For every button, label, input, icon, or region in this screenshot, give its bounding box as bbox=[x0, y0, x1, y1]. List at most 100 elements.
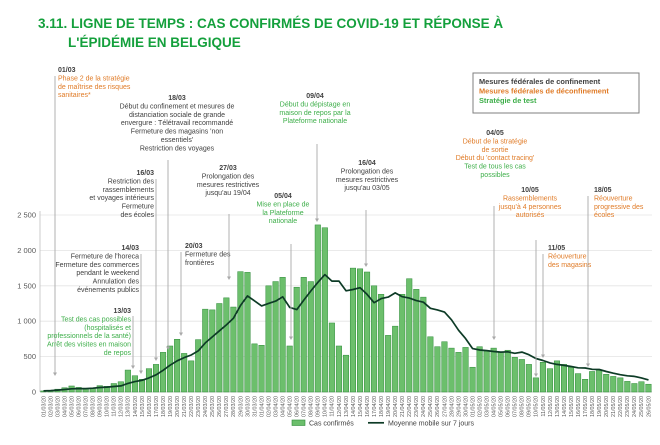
arrow-down-icon bbox=[289, 336, 293, 340]
annotation-text-line: la Plateforme bbox=[262, 210, 303, 217]
x-tick-label: 19/05/20 bbox=[597, 396, 603, 417]
x-tick-label: 17/04/20 bbox=[372, 396, 378, 417]
x-tick-label: 28/04/20 bbox=[449, 396, 455, 417]
annotation-text-line: frontières bbox=[185, 260, 215, 267]
x-tick-label: 05/04/20 bbox=[288, 396, 294, 417]
annotation-text-line: essentiels' bbox=[161, 137, 193, 144]
x-tick-label: 09/05/20 bbox=[527, 396, 533, 417]
x-tick-label: 24/03/20 bbox=[203, 396, 209, 417]
annotation-text-line: Restriction des bbox=[108, 178, 155, 185]
annotation-09-04: 09/04 Début du dépistage en maison de repo… bbox=[279, 93, 351, 222]
x-tick-label: 07/03/20 bbox=[84, 396, 90, 417]
x-tick-label: 27/04/20 bbox=[442, 396, 448, 417]
x-tick-label: 18/03/20 bbox=[161, 396, 167, 417]
x-tick-label: 04/03/20 bbox=[62, 396, 68, 417]
bar bbox=[504, 349, 511, 393]
x-tick-label: 14/04/20 bbox=[351, 396, 357, 417]
x-tick-label: 12/05/20 bbox=[548, 396, 554, 417]
x-tick-label: 06/05/20 bbox=[506, 396, 512, 417]
moving-average-line bbox=[43, 273, 649, 392]
annotation-text-line: Restriction des voyages bbox=[140, 145, 215, 152]
arrow-down-icon bbox=[541, 354, 545, 358]
bar bbox=[427, 336, 434, 393]
x-tick-label: 22/03/20 bbox=[189, 396, 195, 417]
annotation-11-05: 11/05 Réouverture des magasins bbox=[541, 245, 592, 358]
annotation-text-line: Annulation des bbox=[93, 279, 140, 286]
bar bbox=[638, 381, 645, 393]
measures-legend-item: Stratégie de test bbox=[479, 96, 537, 105]
bar bbox=[258, 345, 265, 393]
bar bbox=[589, 371, 596, 393]
x-tick-label: 20/05/20 bbox=[604, 396, 610, 417]
x-tick-label: 23/03/20 bbox=[196, 396, 202, 417]
annotation-text-line: de repos bbox=[104, 350, 132, 357]
annotation-text: 05/04 Mise en place de la Plateforme nation… bbox=[257, 193, 310, 225]
bar bbox=[518, 359, 525, 393]
annotation-text-line: Fermeture des bbox=[185, 251, 231, 258]
annotation-text-line: envergure : Télétravail recommandé bbox=[121, 120, 233, 127]
arrow-down-icon bbox=[534, 373, 538, 377]
arrow-down-icon bbox=[227, 276, 231, 280]
page-title-line1: 3.11. LIGNE DE TEMPS : CAS CONFIRMÉS DE … bbox=[38, 16, 504, 32]
annotation-text-line: Mise en place de bbox=[257, 201, 310, 208]
annotation-date: 05/04 bbox=[274, 193, 292, 200]
x-tick-label: 12/04/20 bbox=[337, 396, 343, 417]
bar bbox=[188, 360, 195, 393]
annotation-text-line: distanciation sociale de grande bbox=[129, 112, 225, 119]
annotation-text-line: des écoles bbox=[121, 212, 155, 219]
annotation-text-line: Rassemblements bbox=[503, 195, 558, 202]
annotation-text: 16/04 Prolongation des mesures restrictive… bbox=[336, 160, 399, 192]
bar bbox=[546, 368, 553, 393]
annotation-text-line: jusqu'au 19/04 bbox=[204, 190, 250, 197]
x-tick-label: 18/04/20 bbox=[379, 396, 385, 417]
annotation-13-03: 13/03 Test des cas possibles (hospitalisés… bbox=[47, 308, 135, 369]
arrow-down-icon bbox=[166, 346, 170, 350]
bar bbox=[476, 346, 483, 393]
bar bbox=[385, 335, 392, 393]
annotation-text-line: progressive des bbox=[594, 204, 644, 211]
annotation-text-line: Début du 'contact tracing' bbox=[456, 155, 535, 162]
x-tick-label: 08/03/20 bbox=[91, 396, 97, 417]
annotation-text-line: événements publics bbox=[77, 287, 139, 294]
bar bbox=[272, 281, 279, 393]
bar bbox=[244, 272, 251, 393]
bar bbox=[293, 286, 300, 393]
annotation-text-line: Plateforme nationale bbox=[283, 118, 347, 125]
bar bbox=[153, 364, 160, 393]
bar bbox=[448, 347, 455, 393]
annotation-text-line: Début de la stratégie bbox=[463, 138, 528, 145]
x-tick-label: 08/05/20 bbox=[520, 396, 526, 417]
annotation-date: 20/03 bbox=[185, 243, 203, 250]
x-tick-label: 02/03/20 bbox=[48, 396, 54, 417]
y-tick-label: 500 bbox=[23, 352, 36, 361]
bar-series-swatch bbox=[291, 419, 306, 426]
bar bbox=[195, 339, 202, 393]
x-tick-label: 05/03/20 bbox=[69, 396, 75, 417]
annotation-text-line: (hospitalisés et bbox=[84, 325, 131, 332]
x-tick-label: 08/04/20 bbox=[309, 396, 315, 417]
x-tick-label: 29/03/20 bbox=[238, 396, 244, 417]
x-tick-label: 15/04/20 bbox=[358, 396, 364, 417]
x-tick-label: 15/05/20 bbox=[569, 396, 575, 417]
measures-legend-box bbox=[472, 72, 640, 114]
x-tick-label: 26/04/20 bbox=[435, 396, 441, 417]
bar bbox=[167, 345, 174, 393]
bar bbox=[223, 297, 230, 393]
x-tick-label: 13/03/20 bbox=[126, 396, 132, 417]
arrow-down-icon bbox=[53, 372, 57, 376]
x-tick-label: 29/04/20 bbox=[456, 396, 462, 417]
annotation-text: 09/04 Début du dépistage en maison de repo… bbox=[279, 93, 350, 125]
x-tick-label: 01/05/20 bbox=[470, 396, 476, 417]
annotation-text: 14/03 Fermeture de l'horeca Fermeture des … bbox=[55, 245, 139, 294]
bar bbox=[483, 350, 490, 393]
bar bbox=[230, 306, 237, 393]
annotation-text-line: et voyages intérieurs bbox=[89, 195, 154, 202]
bar bbox=[455, 352, 462, 393]
bar bbox=[124, 369, 131, 393]
x-tick-label: 11/03/20 bbox=[112, 396, 118, 417]
bar bbox=[582, 379, 589, 393]
annotation-text: 18/05 Réouverture progressive des écoles bbox=[594, 187, 644, 219]
arrow-down-icon bbox=[492, 336, 496, 340]
annotation-date: 09/04 bbox=[306, 93, 324, 100]
bar bbox=[441, 341, 448, 393]
